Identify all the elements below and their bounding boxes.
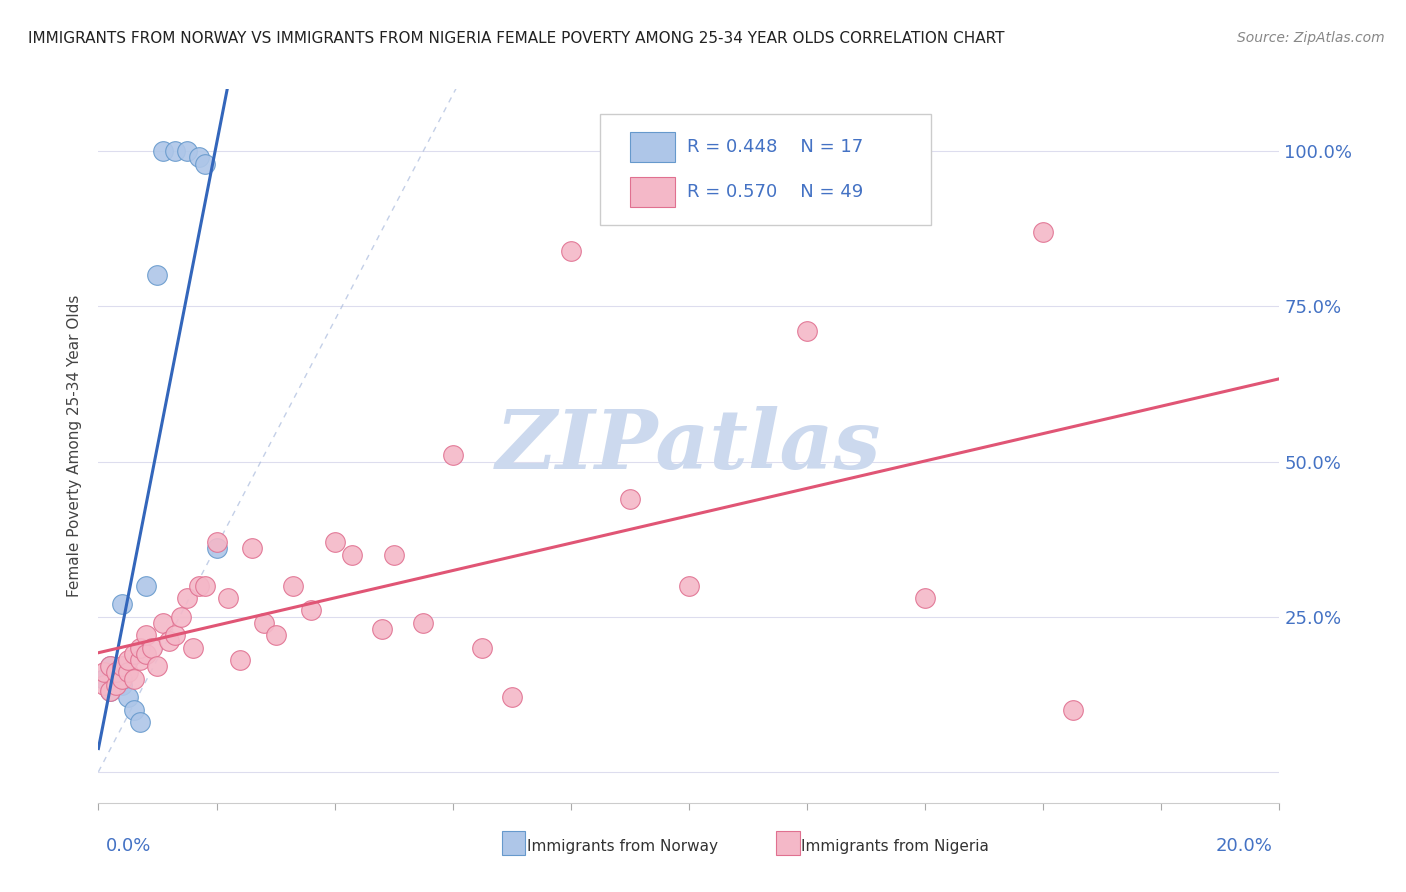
Point (412, 615, 434, 630)
Point (205, 541, 228, 556)
Point (165, 145, 187, 159)
Point (471, 640, 494, 655)
Point (176, 591, 198, 605)
Text: R = 0.570    N = 49: R = 0.570 N = 49 (686, 183, 863, 201)
Point (146, 659, 169, 673)
Text: IMMIGRANTS FROM NORWAY VS IMMIGRANTS FROM NIGERIA FEMALE POVERTY AMONG 25-34 YEA: IMMIGRANTS FROM NORWAY VS IMMIGRANTS FRO… (28, 31, 1005, 46)
Point (194, 579, 217, 593)
Point (128, 640, 150, 655)
Point (122, 703, 145, 717)
Point (152, 145, 174, 159)
Text: Immigrants from Nigeria: Immigrants from Nigeria (801, 838, 990, 854)
Point (170, 609, 193, 624)
Point (111, 672, 134, 686)
Point (1032, 225, 1054, 239)
Point (111, 678, 134, 692)
Point (128, 653, 150, 667)
Point (146, 268, 169, 283)
Point (93, 678, 115, 692)
Point (283, 579, 305, 593)
Point (135, 628, 157, 642)
Point (157, 634, 180, 648)
Text: Source: ZipAtlas.com: Source: ZipAtlas.com (1237, 31, 1385, 45)
Point (105, 665, 128, 680)
Text: Immigrants from Norway: Immigrants from Norway (527, 838, 718, 854)
Point (264, 628, 287, 642)
Point (229, 653, 252, 667)
Point (98, 684, 121, 698)
Point (135, 647, 157, 661)
Point (111, 597, 134, 611)
Point (1062, 703, 1084, 717)
Point (98, 659, 121, 673)
Point (441, 448, 464, 462)
Point (914, 591, 936, 605)
Point (342, 548, 364, 562)
Bar (630, 132, 675, 162)
Point (299, 603, 322, 617)
Point (371, 622, 394, 636)
Point (117, 653, 139, 667)
Point (501, 690, 523, 705)
Point (176, 145, 198, 159)
Point (152, 615, 174, 630)
Point (165, 628, 187, 642)
Point (122, 672, 145, 686)
Text: ZIPatlas: ZIPatlas (496, 406, 882, 486)
Point (560, 244, 582, 258)
Point (253, 615, 276, 630)
Point (93, 665, 115, 680)
Point (135, 579, 157, 593)
Point (194, 156, 217, 170)
Point (105, 678, 128, 692)
Point (98, 684, 121, 698)
Point (93, 672, 115, 686)
Point (619, 491, 641, 506)
Text: 20.0%: 20.0% (1216, 837, 1272, 855)
Point (240, 541, 263, 556)
Text: R = 0.448    N = 17: R = 0.448 N = 17 (686, 138, 863, 156)
FancyBboxPatch shape (600, 114, 931, 225)
Point (187, 151, 209, 165)
Point (141, 640, 163, 655)
Text: 0.0%: 0.0% (105, 837, 150, 855)
Y-axis label: Female Poverty Among 25-34 Year Olds: Female Poverty Among 25-34 Year Olds (67, 295, 83, 597)
Point (181, 640, 204, 655)
Point (105, 665, 128, 680)
Point (117, 690, 139, 705)
Bar (630, 177, 675, 207)
Point (205, 535, 228, 549)
Point (187, 579, 209, 593)
Point (128, 715, 150, 730)
Point (382, 548, 405, 562)
Point (217, 591, 239, 605)
Point (98, 659, 121, 673)
Point (796, 324, 818, 338)
Point (678, 579, 700, 593)
Point (323, 535, 346, 549)
Point (111, 659, 134, 673)
Point (122, 647, 145, 661)
Point (117, 665, 139, 680)
